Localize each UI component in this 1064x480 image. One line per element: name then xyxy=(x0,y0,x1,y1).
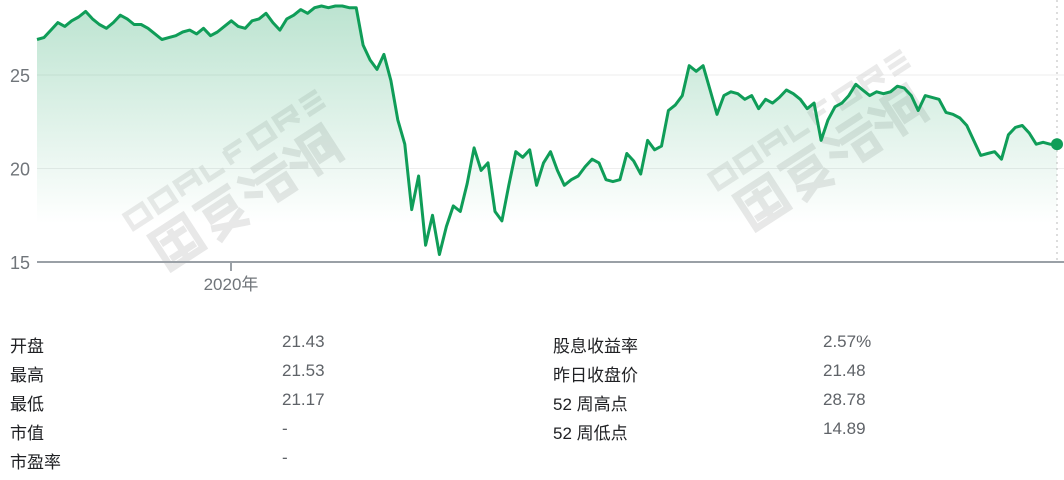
stat-label: 市盈率 xyxy=(10,453,61,472)
y-tick-label: 20 xyxy=(10,160,30,180)
x-tick-label: 2020年 xyxy=(204,275,259,294)
last-price-dot[interactable] xyxy=(1051,138,1063,151)
stat-value: - xyxy=(282,419,288,438)
stat-label: 52 周低点 xyxy=(553,424,628,443)
stat-value: - xyxy=(282,448,288,467)
price-line xyxy=(36,4,1057,256)
y-tick-label: 15 xyxy=(10,253,30,273)
stat-label: 昨日收盘价 xyxy=(553,366,638,385)
stat-label: 市值 xyxy=(10,424,44,443)
price-chart[interactable]: 15 20 25 2020年 xyxy=(0,0,1064,300)
stat-value: 28.78 xyxy=(823,390,866,409)
stat-value: 2.57% xyxy=(823,332,872,351)
stat-value: 21.43 xyxy=(282,332,325,351)
price-area-fill xyxy=(37,6,1057,262)
stat-value: 21.53 xyxy=(282,361,325,380)
stat-label: 最高 xyxy=(10,366,44,385)
stat-label: 最低 xyxy=(10,395,44,414)
stat-value: 21.17 xyxy=(282,390,325,409)
y-tick-label: 25 xyxy=(10,66,30,86)
stat-label: 股息收益率 xyxy=(553,337,638,356)
stat-value: 21.48 xyxy=(823,361,866,380)
stat-value: 14.89 xyxy=(823,419,866,438)
stat-label: 开盘 xyxy=(10,337,44,356)
stat-label: 52 周高点 xyxy=(553,395,628,414)
